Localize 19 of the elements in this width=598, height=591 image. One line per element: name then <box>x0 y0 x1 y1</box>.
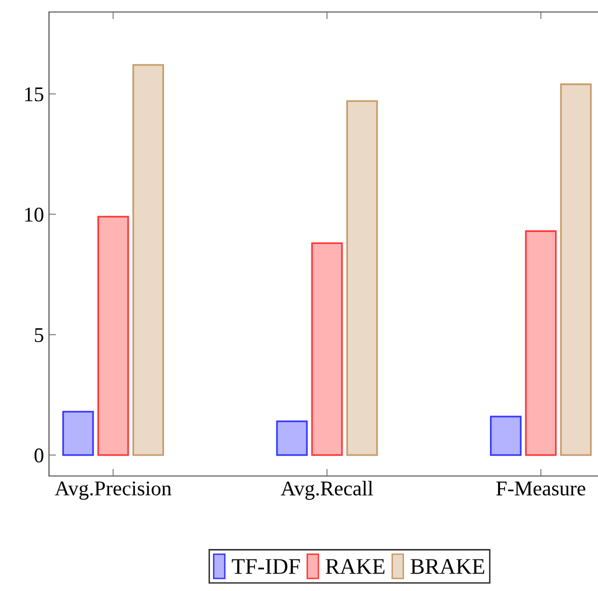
bar <box>311 242 343 456</box>
legend-label: TF-IDF <box>232 559 300 574</box>
bar <box>276 420 308 456</box>
y-tick-label: 5 <box>34 328 44 342</box>
bar <box>490 416 522 456</box>
x-tick-label: F-Measure <box>496 482 586 496</box>
legend-label: BRAKE <box>410 559 484 574</box>
y-tick-label: 15 <box>25 87 44 102</box>
x-tick-label: Avg.Recall <box>280 480 373 500</box>
y-tick-label: 10 <box>25 208 44 222</box>
bar <box>525 230 557 456</box>
x-tick-label: Avg.Precision <box>54 481 172 500</box>
bar <box>132 64 164 456</box>
bar <box>62 410 94 456</box>
bar <box>346 100 378 456</box>
bar <box>97 216 129 456</box>
bar <box>560 83 592 456</box>
y-tick-label: 0 <box>34 448 44 462</box>
legend-label: RAKE <box>326 559 384 574</box>
